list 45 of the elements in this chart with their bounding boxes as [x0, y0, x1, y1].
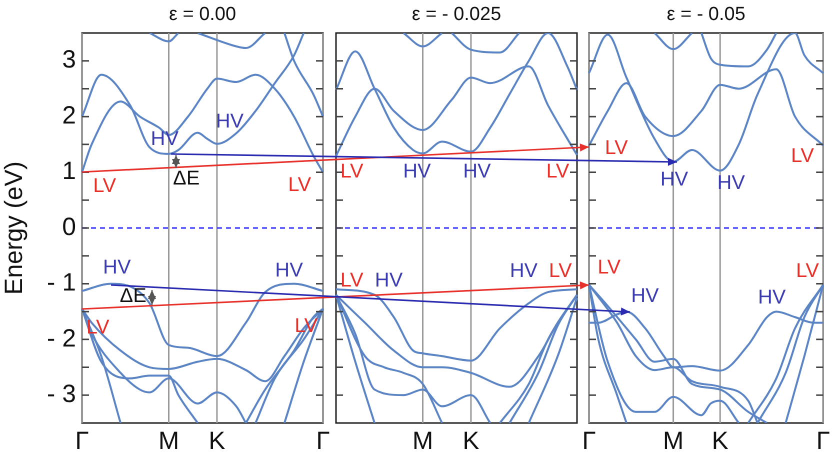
chart-title: ε = - 0.025: [412, 4, 502, 26]
annotation: LV: [93, 175, 117, 198]
chart-title: ε = - 0.05: [666, 4, 746, 26]
annotation: LV: [598, 256, 622, 279]
x-tick-label: Γ: [316, 426, 330, 455]
y-tick-label: 0: [62, 212, 76, 241]
annotation: HV: [103, 256, 132, 279]
x-tick-label: K: [712, 426, 729, 455]
annotation: LV: [548, 260, 573, 282]
annotation: HV: [403, 160, 432, 182]
x-tick-label: K: [208, 426, 226, 455]
annotation: HV: [463, 160, 492, 182]
annotation: HV: [275, 259, 304, 282]
chart-title: ε = 0.00: [168, 4, 236, 26]
annotation: HV: [150, 128, 180, 150]
x-tick-label: M: [158, 426, 180, 455]
annotation: HV: [216, 110, 244, 132]
annotation: ΔE: [173, 167, 200, 190]
annotation: LV: [340, 160, 364, 182]
x-tick-label: Γ: [816, 426, 830, 455]
x-tick-label: M: [412, 426, 434, 455]
annotation: LV: [796, 260, 820, 282]
y-tick-label: - 2: [46, 324, 76, 352]
y-axis-title: Energy (eV): [0, 161, 28, 295]
annotation: LV: [791, 145, 815, 168]
x-tick-label: M: [662, 426, 684, 455]
x-tick-label: K: [462, 426, 480, 455]
y-tick-label: - 3: [46, 380, 76, 408]
y-tick-label: 1: [62, 157, 76, 186]
x-tick-label: Γ: [582, 426, 596, 455]
annotation: LV: [604, 136, 629, 159]
x-tick-label: Γ: [75, 426, 90, 455]
annotation: LV: [340, 270, 364, 292]
annotation: HV: [631, 285, 660, 308]
annotation: LV: [546, 160, 570, 182]
y-tick-label: - 1: [46, 268, 76, 297]
annotation: HV: [660, 168, 689, 191]
annotation: HV: [758, 286, 786, 309]
annotation: ΔE: [120, 285, 146, 308]
annotation: HV: [717, 172, 746, 194]
annotation: HV: [374, 270, 404, 292]
annotation: HV: [510, 260, 538, 282]
y-tick-label: 2: [62, 101, 76, 130]
y-tick-label: 3: [62, 46, 76, 74]
annotation: LV: [288, 174, 312, 196]
